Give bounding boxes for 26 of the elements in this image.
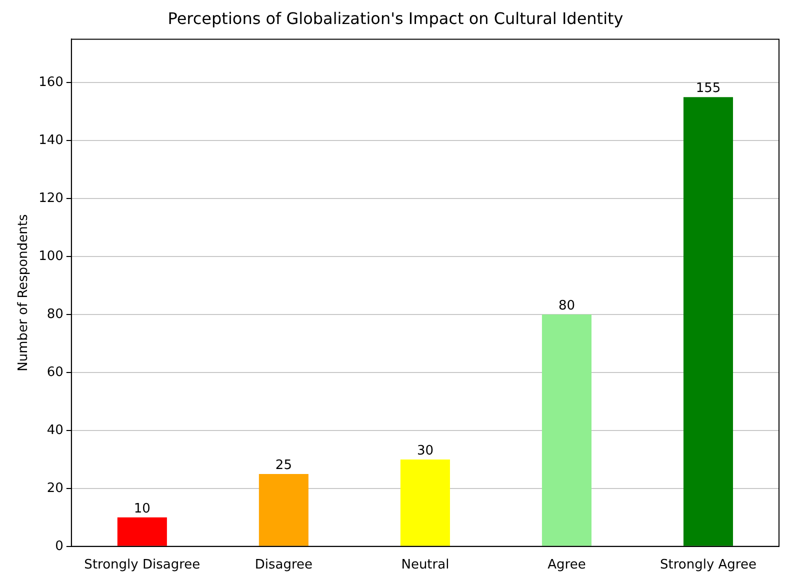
data-label: 155 bbox=[696, 81, 721, 96]
x-tick-label: Agree bbox=[548, 558, 586, 573]
y-tick-label: 160 bbox=[38, 75, 64, 90]
data-label: 10 bbox=[134, 501, 150, 516]
y-tick-label: 40 bbox=[46, 422, 64, 438]
y-tick-label: 140 bbox=[38, 133, 64, 148]
x-tick-label: Disagree bbox=[254, 558, 313, 573]
x-tick-label: Neutral bbox=[401, 558, 450, 573]
y-tick-label: 100 bbox=[38, 248, 64, 264]
bar bbox=[400, 459, 450, 546]
data-label: 25 bbox=[275, 458, 292, 473]
y-tick-label: 20 bbox=[46, 480, 64, 496]
y-tick-label: 60 bbox=[46, 364, 64, 380]
bar bbox=[117, 517, 167, 546]
x-tick-label: Strongly Disagree bbox=[84, 558, 200, 573]
bar bbox=[683, 97, 734, 546]
y-tick-label: 80 bbox=[46, 306, 64, 322]
data-label: 80 bbox=[558, 298, 575, 314]
bar bbox=[542, 314, 592, 546]
bar bbox=[258, 474, 308, 546]
chart-title: Perceptions of Globalization's Impact on Cultural Identity bbox=[168, 8, 624, 28]
data-label: 30 bbox=[416, 443, 434, 458]
y-tick-label: 120 bbox=[38, 190, 64, 206]
y-tick-label: 0 bbox=[55, 538, 64, 554]
y-axis-title: Number of Respondents bbox=[16, 214, 32, 372]
x-tick-label: Strongly Agree bbox=[660, 558, 756, 573]
